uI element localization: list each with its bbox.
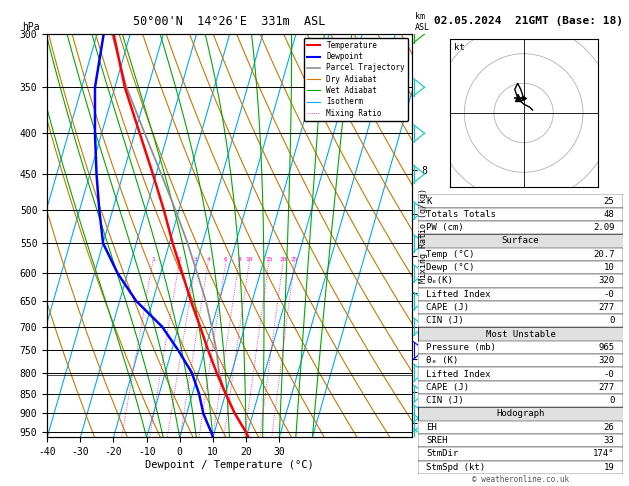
Text: Lifted Index: Lifted Index bbox=[426, 290, 491, 299]
Text: CIN (J): CIN (J) bbox=[426, 316, 464, 325]
Text: 19: 19 bbox=[604, 463, 615, 472]
Text: 33: 33 bbox=[604, 436, 615, 445]
Text: 02.05.2024  21GMT (Base: 18): 02.05.2024 21GMT (Base: 18) bbox=[434, 16, 623, 26]
Text: PW (cm): PW (cm) bbox=[426, 223, 464, 232]
Bar bbox=[418, 301, 623, 314]
Bar bbox=[418, 394, 623, 407]
Text: 320: 320 bbox=[598, 356, 615, 365]
Bar bbox=[418, 194, 623, 208]
Bar bbox=[418, 208, 623, 221]
Bar bbox=[418, 248, 623, 261]
Text: 2.09: 2.09 bbox=[593, 223, 615, 232]
Bar bbox=[418, 261, 623, 274]
Bar bbox=[418, 434, 623, 447]
Text: Temp (°C): Temp (°C) bbox=[426, 250, 475, 259]
Text: 1: 1 bbox=[151, 257, 155, 261]
Bar bbox=[418, 341, 623, 354]
Text: 4: 4 bbox=[206, 257, 210, 261]
Bar bbox=[418, 461, 623, 474]
Text: 2: 2 bbox=[177, 257, 181, 261]
Text: 25: 25 bbox=[604, 196, 615, 206]
Text: 0: 0 bbox=[609, 316, 615, 325]
Bar bbox=[418, 234, 623, 248]
Bar bbox=[418, 274, 623, 288]
Text: kt: kt bbox=[454, 43, 465, 52]
Text: -0: -0 bbox=[604, 369, 615, 379]
Text: Surface: Surface bbox=[502, 237, 539, 245]
Text: LCL: LCL bbox=[416, 370, 431, 379]
Bar bbox=[418, 221, 623, 234]
Bar bbox=[418, 288, 623, 301]
Text: θₑ(K): θₑ(K) bbox=[426, 277, 454, 285]
Text: Lifted Index: Lifted Index bbox=[426, 369, 491, 379]
Text: 50°00'N  14°26'E  331m  ASL: 50°00'N 14°26'E 331m ASL bbox=[133, 16, 326, 28]
Text: hPa: hPa bbox=[22, 21, 40, 32]
Bar bbox=[418, 354, 623, 367]
Text: 20: 20 bbox=[279, 257, 287, 261]
Text: -0: -0 bbox=[604, 290, 615, 299]
Bar bbox=[418, 420, 623, 434]
Text: 8: 8 bbox=[237, 257, 241, 261]
Text: Mixing Ratio (g/kg): Mixing Ratio (g/kg) bbox=[419, 188, 428, 283]
Text: SREH: SREH bbox=[426, 436, 448, 445]
Text: 965: 965 bbox=[598, 343, 615, 352]
Text: 277: 277 bbox=[598, 383, 615, 392]
Text: 3: 3 bbox=[194, 257, 198, 261]
Text: Totals Totals: Totals Totals bbox=[426, 210, 496, 219]
Text: Most Unstable: Most Unstable bbox=[486, 330, 555, 339]
Bar bbox=[418, 328, 623, 341]
Text: 25: 25 bbox=[291, 257, 298, 261]
Text: 26: 26 bbox=[604, 423, 615, 432]
Text: © weatheronline.co.uk: © weatheronline.co.uk bbox=[472, 475, 569, 484]
Text: Dewp (°C): Dewp (°C) bbox=[426, 263, 475, 272]
Text: Hodograph: Hodograph bbox=[496, 410, 545, 418]
Text: StmSpd (kt): StmSpd (kt) bbox=[426, 463, 486, 472]
Text: 10: 10 bbox=[246, 257, 253, 261]
Bar bbox=[418, 367, 623, 381]
Text: 6: 6 bbox=[224, 257, 228, 261]
Text: 48: 48 bbox=[604, 210, 615, 219]
Text: K: K bbox=[426, 196, 432, 206]
Text: StmDir: StmDir bbox=[426, 450, 459, 458]
Text: EH: EH bbox=[426, 423, 437, 432]
Text: Pressure (mb): Pressure (mb) bbox=[426, 343, 496, 352]
Text: 174°: 174° bbox=[593, 450, 615, 458]
Text: 0: 0 bbox=[609, 396, 615, 405]
Bar bbox=[418, 381, 623, 394]
Text: 10: 10 bbox=[604, 263, 615, 272]
Bar bbox=[418, 407, 623, 420]
Text: km
ASL: km ASL bbox=[415, 12, 430, 32]
X-axis label: Dewpoint / Temperature (°C): Dewpoint / Temperature (°C) bbox=[145, 460, 314, 470]
Text: CIN (J): CIN (J) bbox=[426, 396, 464, 405]
Text: θₑ (K): θₑ (K) bbox=[426, 356, 459, 365]
Text: CAPE (J): CAPE (J) bbox=[426, 383, 469, 392]
Text: CAPE (J): CAPE (J) bbox=[426, 303, 469, 312]
Text: 277: 277 bbox=[598, 303, 615, 312]
Text: 15: 15 bbox=[265, 257, 272, 261]
Text: 320: 320 bbox=[598, 277, 615, 285]
Text: 20.7: 20.7 bbox=[593, 250, 615, 259]
Legend: Temperature, Dewpoint, Parcel Trajectory, Dry Adiabat, Wet Adiabat, Isotherm, Mi: Temperature, Dewpoint, Parcel Trajectory… bbox=[304, 38, 408, 121]
Bar bbox=[418, 447, 623, 461]
Bar bbox=[418, 314, 623, 328]
